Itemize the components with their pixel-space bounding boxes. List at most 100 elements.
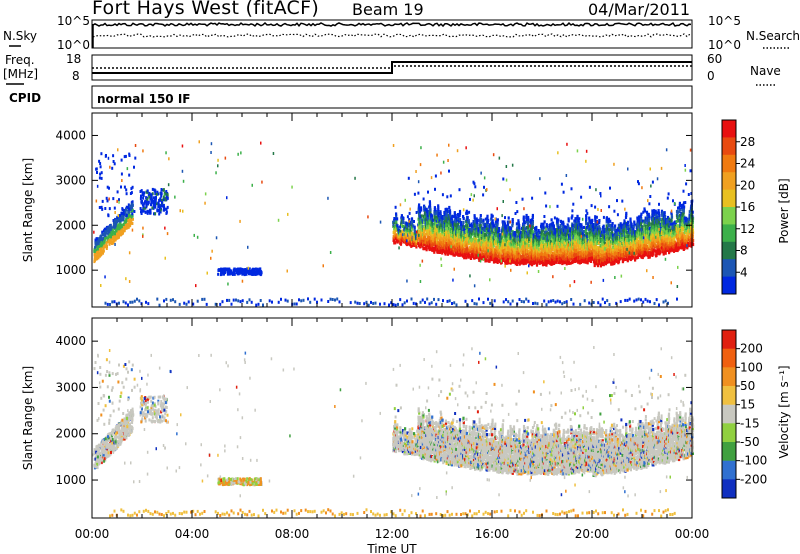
data-cell (623, 229, 626, 233)
data-cell (392, 224, 395, 228)
data-cell (166, 196, 169, 200)
data-cell (575, 249, 578, 253)
data-cell (106, 199, 109, 203)
data-cell (541, 242, 545, 246)
data-cell (130, 217, 133, 221)
data-cell (580, 227, 583, 231)
data-cell (457, 217, 460, 221)
data-cell (451, 220, 454, 224)
data-cell (577, 243, 580, 247)
data-cell (585, 214, 588, 218)
data-cell (608, 253, 611, 257)
data-cell (492, 260, 496, 264)
data-cell (475, 243, 478, 247)
data-cell (454, 218, 457, 222)
data-cell (526, 235, 529, 239)
data-cell (446, 230, 449, 234)
data-cell (608, 237, 611, 241)
data-cell (157, 202, 160, 206)
data-cell (98, 206, 101, 209)
data-cell (157, 205, 160, 209)
data-cell (609, 227, 612, 231)
data-cell (146, 189, 149, 193)
data-cell (568, 235, 571, 239)
data-cell (613, 242, 616, 246)
data-cell (422, 232, 425, 237)
data-cell (142, 196, 145, 200)
data-cell (632, 244, 635, 248)
data-cell (531, 196, 534, 200)
data-cell (521, 236, 524, 241)
data-cell (613, 228, 616, 232)
data-cell (159, 197, 162, 201)
data-cell (510, 236, 513, 240)
data-cell (628, 237, 631, 241)
data-cell (534, 247, 537, 251)
data-cell (549, 229, 552, 233)
data-cell (492, 250, 495, 254)
data-cell (406, 226, 409, 230)
data-cell (627, 226, 630, 230)
data-cell (548, 237, 552, 241)
data-cell (477, 233, 480, 237)
data-cell (526, 249, 529, 254)
data-cell (529, 241, 532, 245)
data-cell (484, 243, 487, 247)
data-cell (150, 203, 152, 207)
data-cell (424, 226, 427, 230)
data-cell (473, 222, 476, 226)
data-cell (561, 246, 564, 251)
data-cell (414, 232, 417, 236)
data-cell (425, 224, 428, 228)
data-cell (631, 237, 634, 241)
data-cell (482, 218, 485, 222)
noise-right-tick-bottom: 10^0 (708, 38, 741, 52)
data-cell (411, 221, 414, 225)
data-cell (606, 237, 609, 241)
data-cell (485, 255, 488, 259)
data-cell (464, 250, 467, 254)
data-cell (440, 226, 443, 230)
data-cell (105, 242, 108, 246)
data-cell (511, 220, 514, 224)
data-cell (516, 262, 519, 266)
data-cell (413, 225, 416, 229)
data-cell (620, 235, 623, 239)
data-cell (505, 231, 508, 235)
data-cell (116, 220, 119, 224)
data-cell (140, 208, 143, 212)
data-cell (546, 252, 549, 256)
data-cell (488, 247, 491, 251)
data-cell (160, 194, 163, 198)
data-cell (526, 233, 529, 237)
data-cell (253, 268, 256, 272)
data-cell (127, 219, 130, 222)
data-cell (165, 190, 168, 193)
data-cell (569, 229, 572, 233)
data-cell (462, 231, 465, 235)
data-cell (454, 220, 458, 224)
data-cell (611, 245, 615, 249)
data-cell (116, 215, 119, 219)
data-cell (484, 229, 487, 233)
data-cell (484, 251, 487, 255)
data-cell (558, 250, 561, 255)
data-cell (435, 215, 438, 219)
data-cell (529, 231, 532, 235)
data-cell (429, 208, 432, 212)
data-cell (533, 248, 536, 253)
data-cell (598, 259, 601, 263)
data-cell (548, 241, 551, 245)
data-cell (620, 223, 623, 227)
data-cell (480, 230, 483, 235)
data-cell (545, 225, 548, 229)
data-cell (448, 224, 451, 228)
data-cell (571, 223, 574, 228)
data-cell (552, 226, 555, 230)
data-cell (433, 242, 436, 246)
data-cell (145, 200, 148, 204)
data-cell (525, 238, 528, 242)
data-cell (531, 226, 534, 230)
data-cell (393, 225, 396, 229)
data-cell (570, 236, 573, 240)
